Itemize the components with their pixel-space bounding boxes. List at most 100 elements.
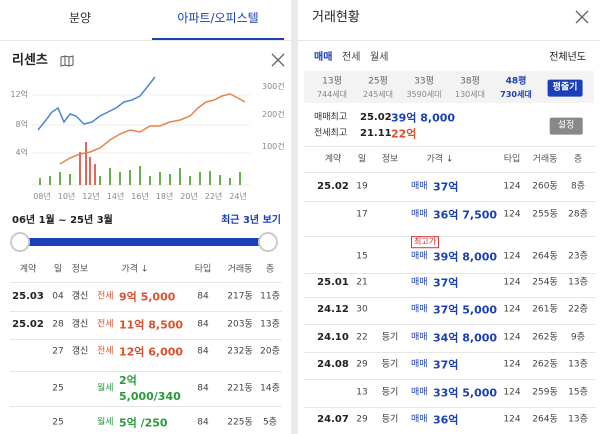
tab-border	[0, 40, 291, 41]
units[interactable]: 3590세대	[406, 90, 442, 100]
x-tick-label: 18년	[155, 192, 174, 202]
dong: 261동	[532, 304, 558, 315]
day: 29	[356, 359, 368, 370]
deal-kind: 매매	[411, 251, 428, 262]
map-icon	[60, 55, 74, 67]
deal-kind: 매매	[411, 387, 428, 398]
row-divider	[304, 351, 596, 353]
type: 124	[503, 359, 521, 370]
info: 갱신	[71, 291, 89, 302]
row-divider	[304, 201, 596, 202]
deal-kind: 매매	[411, 209, 428, 220]
column-header: 층	[265, 264, 275, 275]
slider-track[interactable]	[20, 238, 270, 246]
info: 등기	[381, 414, 399, 425]
row-divider	[304, 406, 596, 408]
units[interactable]: 744세대	[317, 90, 347, 100]
slider-knob[interactable]	[10, 232, 30, 252]
deal-kind: 월세	[97, 383, 114, 394]
price: 36억 7,500	[433, 208, 498, 222]
year-select[interactable]: 전체년도	[549, 52, 586, 63]
floor: 13층	[568, 414, 588, 425]
deal-tab[interactable]: 전세	[342, 52, 361, 63]
x-tick-label: 12년	[82, 192, 100, 202]
settings-button[interactable]: 설정	[549, 117, 583, 135]
type: 124	[503, 332, 521, 343]
floor: 5층	[262, 417, 278, 428]
day: 19	[356, 181, 368, 192]
type: 124	[503, 181, 521, 192]
y2-tick-label: 200건	[262, 110, 285, 120]
deal-tab[interactable]: 월세	[370, 52, 389, 63]
day: 28	[52, 319, 64, 330]
type: 124	[503, 251, 521, 262]
panel-divider	[291, 0, 298, 434]
size[interactable]: 38평	[460, 76, 480, 87]
dong: 203동	[227, 319, 253, 330]
deal-kind: 매매	[411, 359, 428, 370]
price: 36억	[433, 413, 459, 427]
size[interactable]: 33평	[414, 76, 434, 87]
dong: 262동	[532, 332, 558, 343]
floor: 13층	[260, 319, 280, 330]
slider-knob[interactable]	[258, 232, 278, 252]
dong: 264동	[532, 414, 558, 425]
close-right[interactable]	[575, 10, 589, 24]
day: 25	[52, 417, 64, 428]
price: 2억 5,000/340	[119, 374, 181, 403]
floor: 13층	[568, 359, 588, 370]
info: 등기	[381, 332, 399, 343]
column-header: 계약	[324, 154, 342, 165]
size-button[interactable]: 평줄기	[547, 79, 583, 97]
dong: 255동	[532, 209, 558, 220]
y-tick-label: 12억	[10, 90, 28, 100]
price: 37억 5,000	[433, 303, 498, 317]
floor: 8층	[570, 181, 586, 192]
mini-chart	[32, 76, 250, 186]
deal-tab[interactable]: 매매	[314, 52, 333, 63]
tab-underline	[152, 38, 284, 40]
units[interactable]: 245세대	[363, 90, 393, 100]
type: 84	[197, 417, 209, 428]
type: 84	[197, 383, 209, 394]
x-tick-label: 14년	[106, 192, 125, 202]
close-left[interactable]	[271, 53, 285, 67]
dong: 260동	[532, 181, 558, 192]
high-date: 25.02	[360, 112, 392, 123]
info: 갱신	[71, 319, 89, 330]
type: 84	[197, 291, 209, 302]
date: 24.12	[317, 304, 349, 315]
x-tick-label: 24년	[229, 192, 247, 202]
units[interactable]: 130세대	[455, 90, 485, 100]
column-header: 타입	[503, 154, 521, 165]
date: 24.07	[317, 414, 349, 425]
dong: 262동	[532, 359, 558, 370]
tab[interactable]: 분양	[68, 10, 92, 25]
floor: 28층	[568, 209, 588, 220]
x-tick-label: 22년	[204, 192, 223, 202]
row-divider	[10, 370, 282, 372]
period: 06년 1월 ~ 25년 3월	[12, 215, 113, 226]
units[interactable]: 730세대	[500, 90, 532, 100]
floor: 22층	[568, 304, 588, 315]
size[interactable]: 13평	[322, 76, 342, 87]
day: 22	[356, 332, 368, 343]
type: 124	[503, 387, 521, 398]
info: 등기	[381, 359, 399, 370]
floor: 14층	[260, 383, 280, 394]
day: 30	[356, 304, 368, 315]
badge: 최고가	[411, 236, 440, 248]
deal-kind: 월세	[97, 417, 114, 428]
price: 34억 8,000	[433, 331, 498, 345]
price: 39억 8,000	[433, 250, 498, 264]
deal-kind: 매매	[411, 277, 428, 288]
floor: 20층	[260, 346, 280, 357]
size[interactable]: 25평	[368, 76, 388, 87]
recent-button[interactable]: 최근 3년 보기	[221, 215, 281, 226]
tab[interactable]: 아파트/오피스텔	[177, 10, 259, 25]
info: 갱신	[71, 346, 89, 357]
floor: 11층	[260, 291, 280, 302]
date: 25.01	[317, 277, 349, 288]
size[interactable]: 48평	[505, 76, 527, 87]
column-header: 가격 ↓	[426, 154, 454, 165]
